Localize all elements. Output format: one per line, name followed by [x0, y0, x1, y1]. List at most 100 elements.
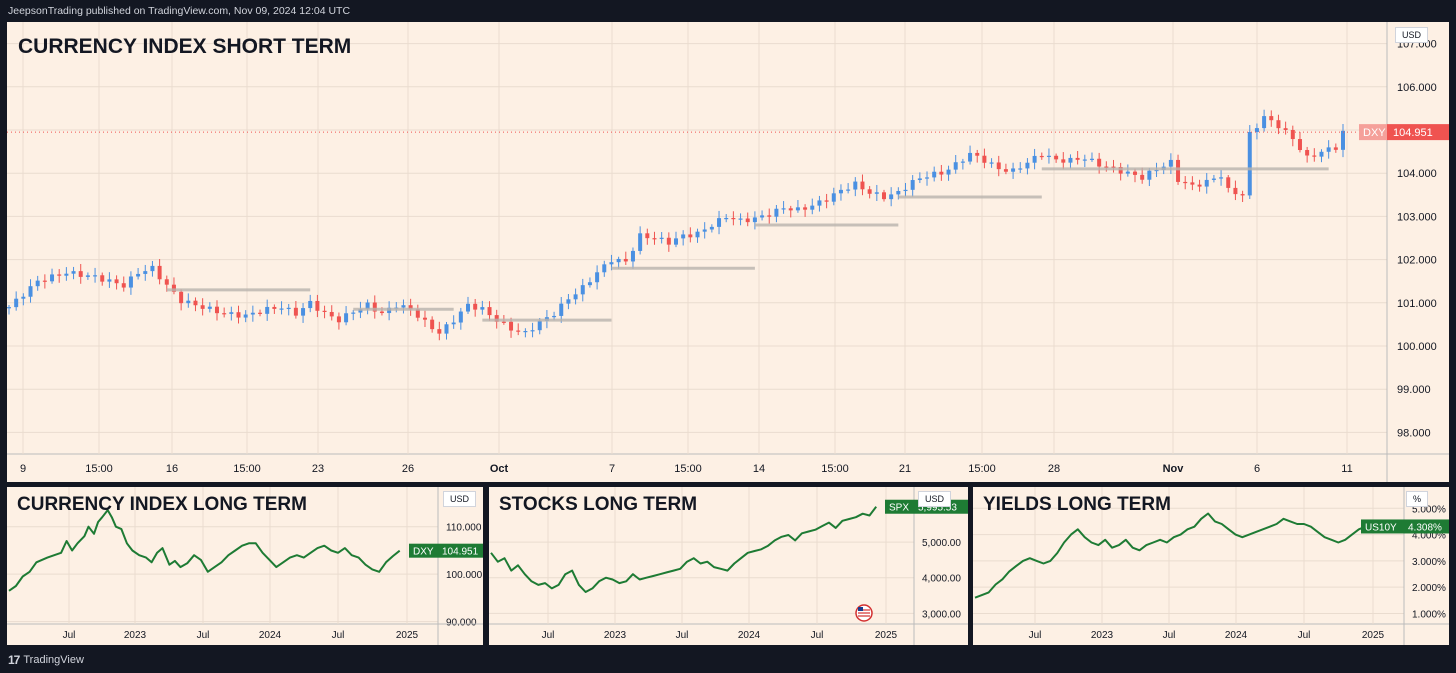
- candle-body: [430, 319, 435, 330]
- x-tick-label: 11: [1341, 463, 1352, 475]
- chart-title: YIELDS LONG TERM: [983, 494, 1171, 515]
- candle-body: [150, 265, 155, 272]
- candle-body: [745, 218, 750, 223]
- candle-body: [623, 258, 628, 262]
- candle-body: [128, 276, 133, 288]
- candle-body: [1154, 169, 1159, 172]
- candle-body: [932, 171, 937, 178]
- x-tick-label: 14: [753, 463, 765, 475]
- x-tick-label: Oct: [490, 463, 509, 475]
- candle-body: [301, 308, 306, 316]
- candle-body: [609, 262, 614, 265]
- candle-body: [925, 177, 930, 179]
- candle-body: [652, 238, 657, 240]
- currency-long-chart[interactable]: 110.000 100.000 90.000 Jul 2023 Jul 2024 Jul 202…: [7, 487, 483, 645]
- candle-body: [243, 314, 248, 318]
- candle-body: [57, 274, 62, 276]
- yields-long-chart[interactable]: 5.000% 4.000% 3.000% 2.000% 1.000% Jul 2023 Jul…: [973, 487, 1449, 645]
- tradingview-logo-icon: 17: [8, 653, 20, 667]
- last-value-tag: 4.308%: [1408, 522, 1442, 533]
- unit-label[interactable]: USD: [1395, 27, 1429, 43]
- candle-body: [121, 283, 126, 288]
- stocks-long-chart[interactable]: 5,000.00 4,000.00 3,000.00 Jul 2023 Jul 2024 Ju…: [489, 487, 968, 645]
- candle-body: [1125, 171, 1130, 174]
- candle-body: [602, 264, 607, 273]
- y-tick-label: 106.000: [1397, 82, 1437, 94]
- candle-body: [803, 207, 808, 210]
- candle-body: [1032, 155, 1037, 163]
- candle-body: [982, 155, 987, 163]
- footer: 17 TradingView: [8, 653, 84, 667]
- candle-body: [939, 171, 944, 175]
- candle-body: [78, 271, 83, 277]
- candle-body: [781, 208, 786, 210]
- last-value-tag: 104.951: [1393, 127, 1433, 139]
- footer-brand: TradingView: [23, 654, 84, 666]
- y-tick-label: 98.000: [1397, 427, 1431, 439]
- candle-body: [1097, 158, 1102, 167]
- candle-body: [752, 217, 757, 223]
- symbol-tag-bg: [1361, 519, 1404, 534]
- candle-body: [1283, 128, 1288, 130]
- y-tick-label: 99.000: [1397, 384, 1431, 396]
- candle-body: [100, 275, 105, 282]
- x-tick-label: 2025: [1362, 630, 1385, 641]
- candle-body: [71, 271, 76, 274]
- candle-body: [1133, 171, 1138, 175]
- candle-body: [1183, 181, 1188, 184]
- candle-body: [903, 189, 908, 192]
- candle-body: [1247, 132, 1252, 196]
- x-tick-label: Jul: [1029, 630, 1042, 641]
- candle-body: [1290, 129, 1295, 140]
- candle-body: [831, 193, 836, 202]
- x-tick-label: 2024: [738, 630, 761, 641]
- x-tick-label: 6: [1254, 463, 1260, 475]
- candle-body: [1305, 150, 1310, 156]
- us-flag-icon: [855, 604, 873, 622]
- candle-body: [867, 189, 872, 194]
- y-tick-label: 5,000.00: [922, 538, 961, 549]
- candle-body: [136, 273, 141, 277]
- candle-body: [1068, 157, 1073, 163]
- candle-body: [566, 299, 571, 304]
- chart-pane-currency-long[interactable]: 110.000 100.000 90.000 Jul 2023 Jul 2024 Jul 202…: [7, 487, 483, 645]
- candle-body: [853, 181, 858, 190]
- candle-body: [200, 305, 205, 309]
- unit-label[interactable]: USD: [443, 491, 477, 507]
- y-tick-label: 101.000: [1397, 298, 1437, 310]
- unit-label[interactable]: USD: [918, 491, 952, 507]
- candle-body: [688, 234, 693, 238]
- candle-body: [595, 272, 600, 283]
- candle-body: [1082, 159, 1087, 161]
- candle-body: [351, 312, 356, 314]
- x-tick-label: Jul: [676, 630, 689, 641]
- candle-body: [1075, 157, 1080, 160]
- candle-body: [1089, 158, 1094, 160]
- unit-label[interactable]: %: [1406, 491, 1429, 507]
- chart-pane-yields-long[interactable]: 5.000% 4.000% 3.000% 2.000% 1.000% Jul 2023 Jul…: [973, 487, 1449, 645]
- candle-body: [738, 218, 743, 220]
- y-tick-label: 90.000: [446, 618, 477, 629]
- chart-pane-currency-short[interactable]: 107.000106.000105.000104.000103.000102.0…: [7, 22, 1449, 482]
- symbol-tag: DXY: [413, 547, 434, 558]
- candle-body: [143, 271, 148, 274]
- candle-body: [910, 180, 915, 190]
- y-tick-label: 4.000%: [1412, 531, 1446, 542]
- candle-body: [1190, 182, 1195, 185]
- candle-body: [415, 309, 420, 318]
- x-tick-label: 2023: [1091, 630, 1114, 641]
- chart-pane-stocks-long[interactable]: 5,000.00 4,000.00 3,000.00 Jul 2023 Jul 2024 Ju…: [489, 487, 968, 645]
- candle-body: [1269, 116, 1274, 121]
- candle-body: [638, 233, 643, 251]
- candle-body: [494, 315, 499, 322]
- chart-title: CURRENCY INDEX LONG TERM: [17, 494, 307, 515]
- candle-body: [1276, 120, 1281, 129]
- candle-body: [1104, 166, 1109, 168]
- currency-short-chart[interactable]: 107.000106.000105.000104.000103.000102.0…: [7, 22, 1449, 482]
- x-tick-label: 15:00: [968, 463, 996, 475]
- chart-title: CURRENCY INDEX SHORT TERM: [18, 35, 352, 58]
- candle-body: [308, 300, 313, 309]
- candle-body: [674, 238, 678, 245]
- candle-body: [1039, 155, 1044, 158]
- candle-body: [222, 313, 227, 315]
